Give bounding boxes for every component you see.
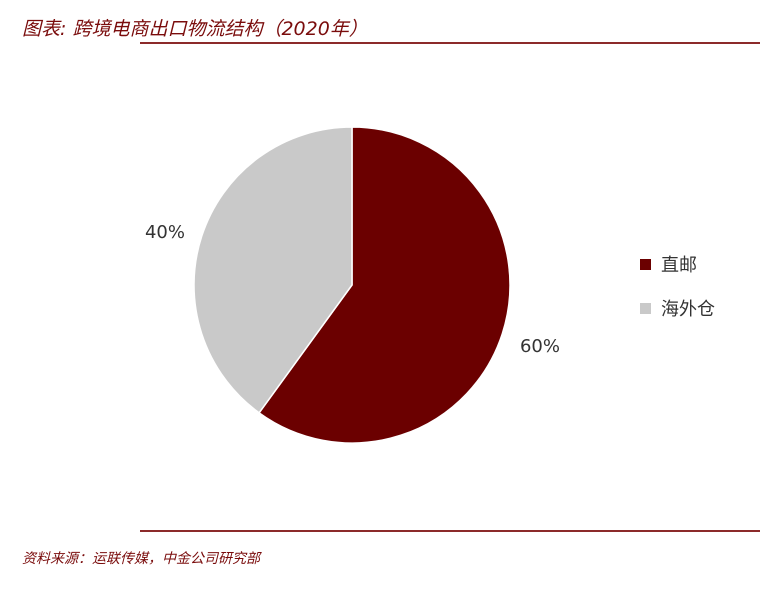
pie-label-0: 60% xyxy=(520,336,560,357)
pie-slice-0 xyxy=(258,126,511,444)
chart-title: 图表: 跨境电商出口物流结构（2020年） xyxy=(22,18,368,40)
legend: 直邮 海外仓 xyxy=(640,252,715,340)
legend-swatch-direct-mail xyxy=(640,258,651,270)
legend-swatch-overseas-warehouse xyxy=(640,302,651,314)
bottom-divider xyxy=(140,530,760,532)
legend-label-direct-mail: 直邮 xyxy=(661,255,697,276)
source-note: 资料来源：运联传媒，中金公司研究部 xyxy=(22,551,260,567)
legend-item-overseas-warehouse: 海外仓 xyxy=(640,296,715,320)
top-divider xyxy=(140,42,760,44)
legend-item-direct-mail: 直邮 xyxy=(640,252,715,276)
pie-label-1: 40% xyxy=(145,222,185,243)
legend-label-overseas-warehouse: 海外仓 xyxy=(661,299,715,320)
pie-slice-1 xyxy=(193,126,353,414)
